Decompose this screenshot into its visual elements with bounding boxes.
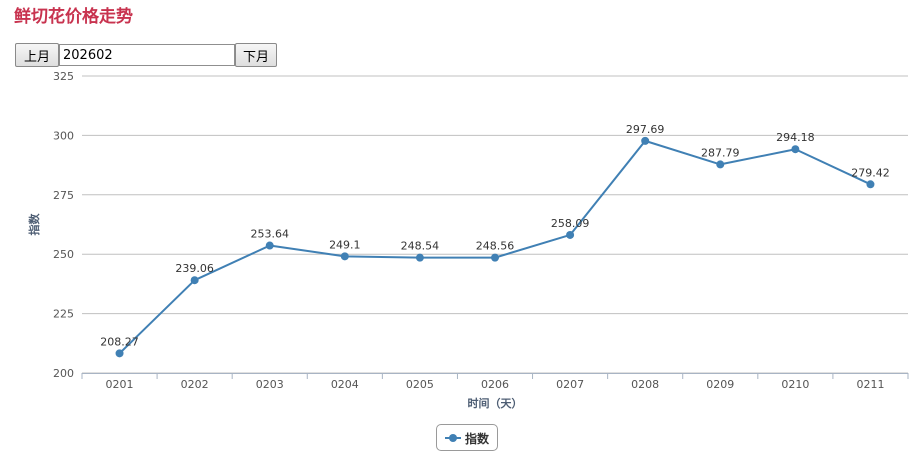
x-tick-label: 0204 [331,378,359,391]
data-labels: 208.27 239.06 253.64 249.1 248.54 248.56 258.0… [100,123,889,348]
data-point[interactable] [340,252,349,261]
y-tick-label: 275 [53,189,74,202]
x-axis-title: 时间（天） [468,396,523,410]
x-tick-label: 0208 [631,378,659,391]
data-label: 249.1 [329,238,361,251]
data-point[interactable] [115,349,124,358]
y-axis-title: 指数 [27,213,41,236]
x-tick-label: 0205 [406,378,434,391]
legend[interactable]: 指数 [436,424,498,451]
data-label: 208.27 [100,335,139,348]
data-label: 294.18 [776,131,815,144]
x-tick-label: 0206 [481,378,509,391]
y-tick-label: 250 [53,248,74,261]
data-point[interactable] [566,230,575,239]
data-label: 287.79 [701,146,740,159]
x-tick-label: 0210 [781,378,809,391]
x-tick-label: 0211 [856,378,884,391]
data-label: 248.56 [476,240,515,253]
data-point[interactable] [491,253,499,262]
y-tick-label: 300 [53,129,74,142]
data-label: 248.54 [401,240,440,253]
x-axis [81,373,909,379]
data-label: 253.64 [250,228,289,241]
data-point[interactable] [265,241,274,250]
data-label: 297.69 [626,123,665,136]
prev-month-button[interactable]: 上月 [15,43,59,67]
data-point[interactable] [716,160,725,169]
y-axis-ticks: 200 225 250 275 300 325 [53,70,74,380]
data-point[interactable] [641,136,650,145]
y-tick-label: 200 [53,367,74,380]
x-tick-label: 0203 [256,378,284,391]
page-title: 鲜切花价格走势 [14,7,133,27]
legend-dot-marker [449,434,457,442]
grid-layer [82,75,908,374]
data-point[interactable] [791,145,800,154]
data-label: 258.09 [551,217,590,230]
y-tick-label: 325 [53,70,74,83]
x-tick-label: 0202 [181,378,209,391]
y-tick-label: 225 [53,308,74,321]
data-label: 239.06 [175,262,214,275]
legend-label: 指数 [465,432,490,446]
data-point[interactable] [415,253,424,262]
data-point[interactable] [190,276,199,285]
next-month-button[interactable]: 下月 [235,43,277,67]
x-tick-label: 0209 [706,378,734,391]
series-layer [115,136,875,358]
x-axis-ticks: 0201 0202 0203 0204 0205 0206 0207 0208 0209 0210… [106,378,885,391]
data-point[interactable] [866,180,875,189]
x-tick-label: 0207 [556,378,584,391]
x-tick-label: 0201 [106,378,134,391]
data-label: 279.42 [851,166,890,179]
month-input[interactable] [59,44,235,66]
